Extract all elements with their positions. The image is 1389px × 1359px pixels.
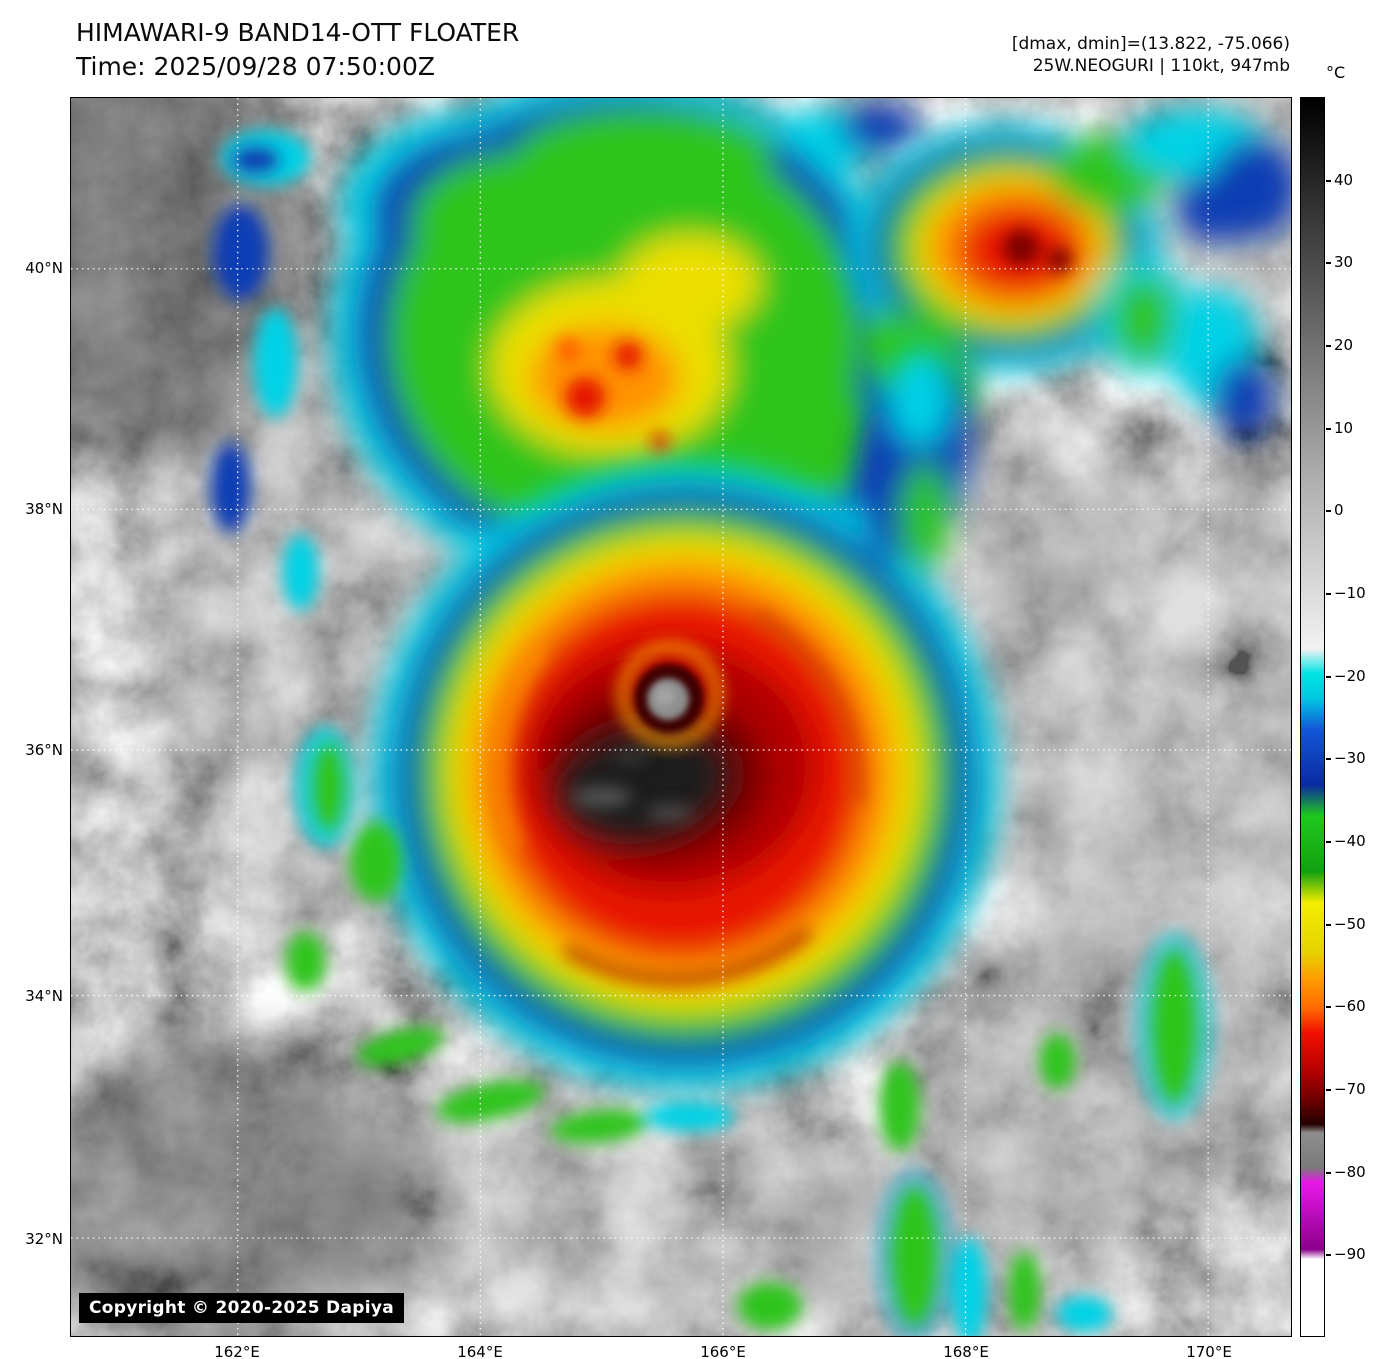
- satellite-map: Copyright © 2020-2025 Dapiya: [70, 97, 1292, 1337]
- colorbar-tick-label: −50: [1326, 915, 1366, 933]
- lon-tick-label: 162°E: [214, 1343, 260, 1359]
- header-left: HIMAWARI-9 BAND14-OTT FLOATER Time: 2025…: [76, 16, 519, 84]
- lon-tick-label: 164°E: [457, 1343, 503, 1359]
- timestamp: Time: 2025/09/28 07:50:00Z: [76, 52, 435, 81]
- lon-tick-label: 170°E: [1186, 1343, 1232, 1359]
- copyright-label: Copyright © 2020-2025 Dapiya: [79, 1293, 404, 1323]
- colorbar-tick-label: 0: [1326, 501, 1344, 519]
- typhoon-eye: [617, 641, 723, 747]
- colorbar-tick-label: −30: [1326, 749, 1366, 767]
- colorbar-tick-label: −40: [1326, 832, 1366, 850]
- colorbar-tick-label: 30: [1325, 253, 1354, 271]
- lat-tick-label: 40°N: [25, 259, 63, 277]
- colorbar-tick-label: −20: [1326, 667, 1366, 685]
- dmax-dmin-readout: [dmax, dmin]=(13.822, -75.066): [1011, 34, 1290, 54]
- northern-convection: [330, 98, 940, 593]
- storm-info: 25W.NEOGURI | 110kt, 947mb: [1032, 56, 1290, 76]
- colorbar-tick-label: −60: [1326, 997, 1366, 1015]
- typhoon-core: [371, 347, 999, 1091]
- header-right: [dmax, dmin]=(13.822, -75.066) 25W.NEOGU…: [1012, 33, 1290, 77]
- colorbar-tick-label: −70: [1326, 1080, 1366, 1098]
- colorbar-tick-label: 40: [1325, 171, 1354, 189]
- colorbar-unit-label: °C: [1326, 63, 1346, 82]
- colorbar-tick-label: 10: [1325, 419, 1354, 437]
- colorbar-tick-label: −10: [1326, 584, 1366, 602]
- outer-rainbands: [210, 129, 1215, 1336]
- lon-tick-label: 168°E: [943, 1343, 989, 1359]
- colorbar: [1300, 97, 1325, 1337]
- lat-tick-label: 38°N: [25, 500, 63, 518]
- satellite-image: [71, 98, 1291, 1336]
- colorbar-tick-label: 20: [1325, 336, 1354, 354]
- product-title: HIMAWARI-9 BAND14-OTT FLOATER: [76, 18, 520, 47]
- colorbar-tick-label: −80: [1326, 1163, 1366, 1181]
- grid-lines: [71, 98, 1291, 1336]
- lon-tick-label: 166°E: [700, 1343, 746, 1359]
- lat-tick-label: 36°N: [25, 741, 63, 759]
- lat-tick-label: 32°N: [25, 1230, 63, 1248]
- ne-convective-cluster: [849, 107, 1291, 438]
- lat-tick-label: 34°N: [25, 987, 63, 1005]
- colorbar-tick-label: −90: [1326, 1245, 1366, 1263]
